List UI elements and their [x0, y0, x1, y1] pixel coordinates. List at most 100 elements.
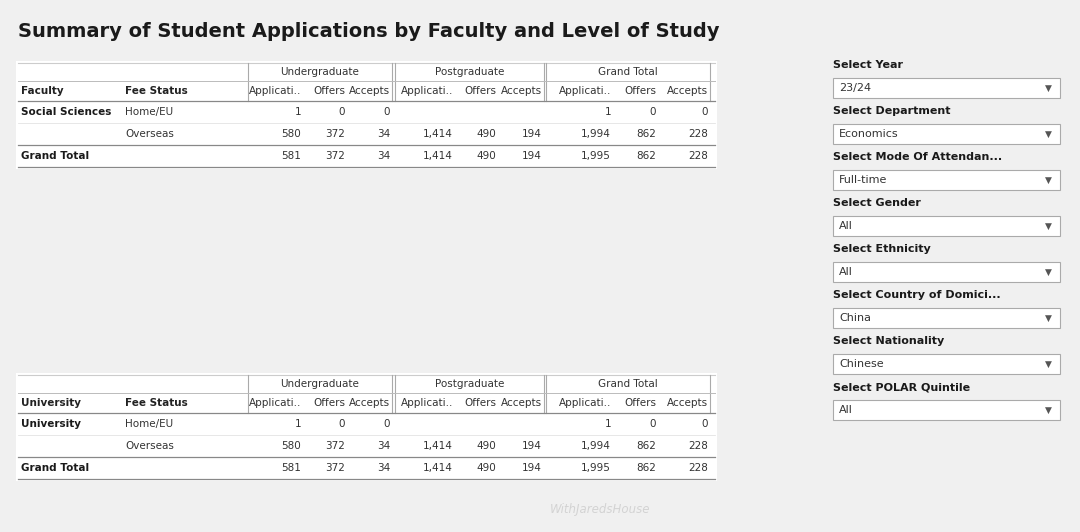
Text: Offers: Offers: [464, 86, 496, 96]
Text: Faculty: Faculty: [21, 86, 64, 96]
Text: 0: 0: [649, 419, 656, 429]
Text: 862: 862: [636, 129, 656, 139]
Text: Undergraduate: Undergraduate: [281, 379, 360, 389]
Text: Grand Total: Grand Total: [598, 67, 658, 77]
Text: Select Department: Select Department: [833, 106, 950, 116]
Text: 1: 1: [295, 419, 301, 429]
Text: 1: 1: [295, 107, 301, 117]
Text: Select Nationality: Select Nationality: [833, 336, 944, 346]
Text: Summary of Student Applications by Faculty and Level of Study: Summary of Student Applications by Facul…: [18, 22, 719, 41]
Text: 372: 372: [325, 151, 345, 161]
Text: Overseas: Overseas: [125, 129, 174, 139]
Text: ▼: ▼: [1044, 405, 1052, 414]
Text: Offers: Offers: [464, 398, 496, 408]
Text: Grand Total: Grand Total: [598, 379, 658, 389]
Text: 862: 862: [636, 463, 656, 473]
Text: Offers: Offers: [624, 398, 656, 408]
Text: Overseas: Overseas: [125, 441, 174, 451]
Text: University: University: [21, 419, 81, 429]
Text: 228: 228: [688, 151, 708, 161]
Text: 23/24: 23/24: [839, 83, 872, 93]
Text: Applicati..: Applicati..: [558, 398, 611, 408]
Text: 34: 34: [377, 463, 390, 473]
Text: Applicati..: Applicati..: [401, 86, 453, 96]
Text: 194: 194: [522, 441, 542, 451]
Text: Home/EU: Home/EU: [125, 419, 173, 429]
Text: All: All: [839, 267, 853, 277]
Text: Applicati..: Applicati..: [558, 86, 611, 96]
Text: 0: 0: [383, 107, 390, 117]
Text: 372: 372: [325, 463, 345, 473]
Text: 1,414: 1,414: [423, 463, 453, 473]
Text: 580: 580: [281, 129, 301, 139]
Text: 580: 580: [281, 441, 301, 451]
Text: 1,414: 1,414: [423, 441, 453, 451]
Text: 194: 194: [522, 151, 542, 161]
Text: 194: 194: [522, 463, 542, 473]
Text: Accepts: Accepts: [501, 398, 542, 408]
Text: All: All: [839, 221, 853, 231]
Text: Grand Total: Grand Total: [21, 463, 90, 473]
Text: Offers: Offers: [624, 86, 656, 96]
Text: University: University: [21, 398, 81, 408]
Text: Postgraduate: Postgraduate: [435, 67, 504, 77]
Text: 0: 0: [702, 419, 708, 429]
Text: ▼: ▼: [1044, 268, 1052, 277]
Text: Select Country of Domici...: Select Country of Domici...: [833, 290, 1000, 300]
Text: 372: 372: [325, 441, 345, 451]
Text: 862: 862: [636, 151, 656, 161]
Text: Accepts: Accepts: [501, 86, 542, 96]
Text: Accepts: Accepts: [349, 398, 390, 408]
Text: WithJaredsHouse: WithJaredsHouse: [550, 503, 650, 517]
Text: Home/EU: Home/EU: [125, 107, 173, 117]
Text: Select POLAR Quintile: Select POLAR Quintile: [833, 382, 970, 392]
Text: ▼: ▼: [1044, 221, 1052, 230]
Text: 490: 490: [476, 463, 496, 473]
Text: 490: 490: [476, 129, 496, 139]
Text: 490: 490: [476, 151, 496, 161]
Text: Select Ethnicity: Select Ethnicity: [833, 244, 931, 254]
Text: 1,994: 1,994: [581, 129, 611, 139]
Text: All: All: [839, 405, 853, 415]
Text: 581: 581: [281, 463, 301, 473]
Text: 228: 228: [688, 129, 708, 139]
Text: Chinese: Chinese: [839, 359, 883, 369]
Text: Social Sciences: Social Sciences: [21, 107, 111, 117]
Text: 0: 0: [702, 107, 708, 117]
Text: 1: 1: [605, 107, 611, 117]
Text: 862: 862: [636, 441, 656, 451]
Text: ▼: ▼: [1044, 129, 1052, 138]
Text: 34: 34: [377, 151, 390, 161]
Text: ▼: ▼: [1044, 84, 1052, 93]
Text: 581: 581: [281, 151, 301, 161]
Text: 490: 490: [476, 441, 496, 451]
Text: Select Year: Select Year: [833, 60, 903, 70]
Text: 34: 34: [377, 441, 390, 451]
Text: Offers: Offers: [313, 86, 345, 96]
Text: Applicati..: Applicati..: [248, 86, 301, 96]
Text: Economics: Economics: [839, 129, 899, 139]
Text: Applicati..: Applicati..: [401, 398, 453, 408]
Text: ▼: ▼: [1044, 313, 1052, 322]
Text: 228: 228: [688, 463, 708, 473]
Text: Accepts: Accepts: [666, 398, 708, 408]
Text: Applicati..: Applicati..: [248, 398, 301, 408]
Text: 0: 0: [338, 419, 345, 429]
Text: 0: 0: [338, 107, 345, 117]
Text: 34: 34: [377, 129, 390, 139]
Text: ▼: ▼: [1044, 360, 1052, 369]
Text: 372: 372: [325, 129, 345, 139]
Text: 1,414: 1,414: [423, 151, 453, 161]
Text: 0: 0: [649, 107, 656, 117]
Text: Fee Status: Fee Status: [125, 86, 188, 96]
Text: 1,994: 1,994: [581, 441, 611, 451]
Text: 1,414: 1,414: [423, 129, 453, 139]
Text: Offers: Offers: [313, 398, 345, 408]
Text: Select Mode Of Attendan...: Select Mode Of Attendan...: [833, 152, 1002, 162]
Text: Fee Status: Fee Status: [125, 398, 188, 408]
Text: ▼: ▼: [1044, 176, 1052, 185]
Text: Grand Total: Grand Total: [21, 151, 90, 161]
Text: Postgraduate: Postgraduate: [435, 379, 504, 389]
Text: China: China: [839, 313, 870, 323]
Text: Accepts: Accepts: [666, 86, 708, 96]
